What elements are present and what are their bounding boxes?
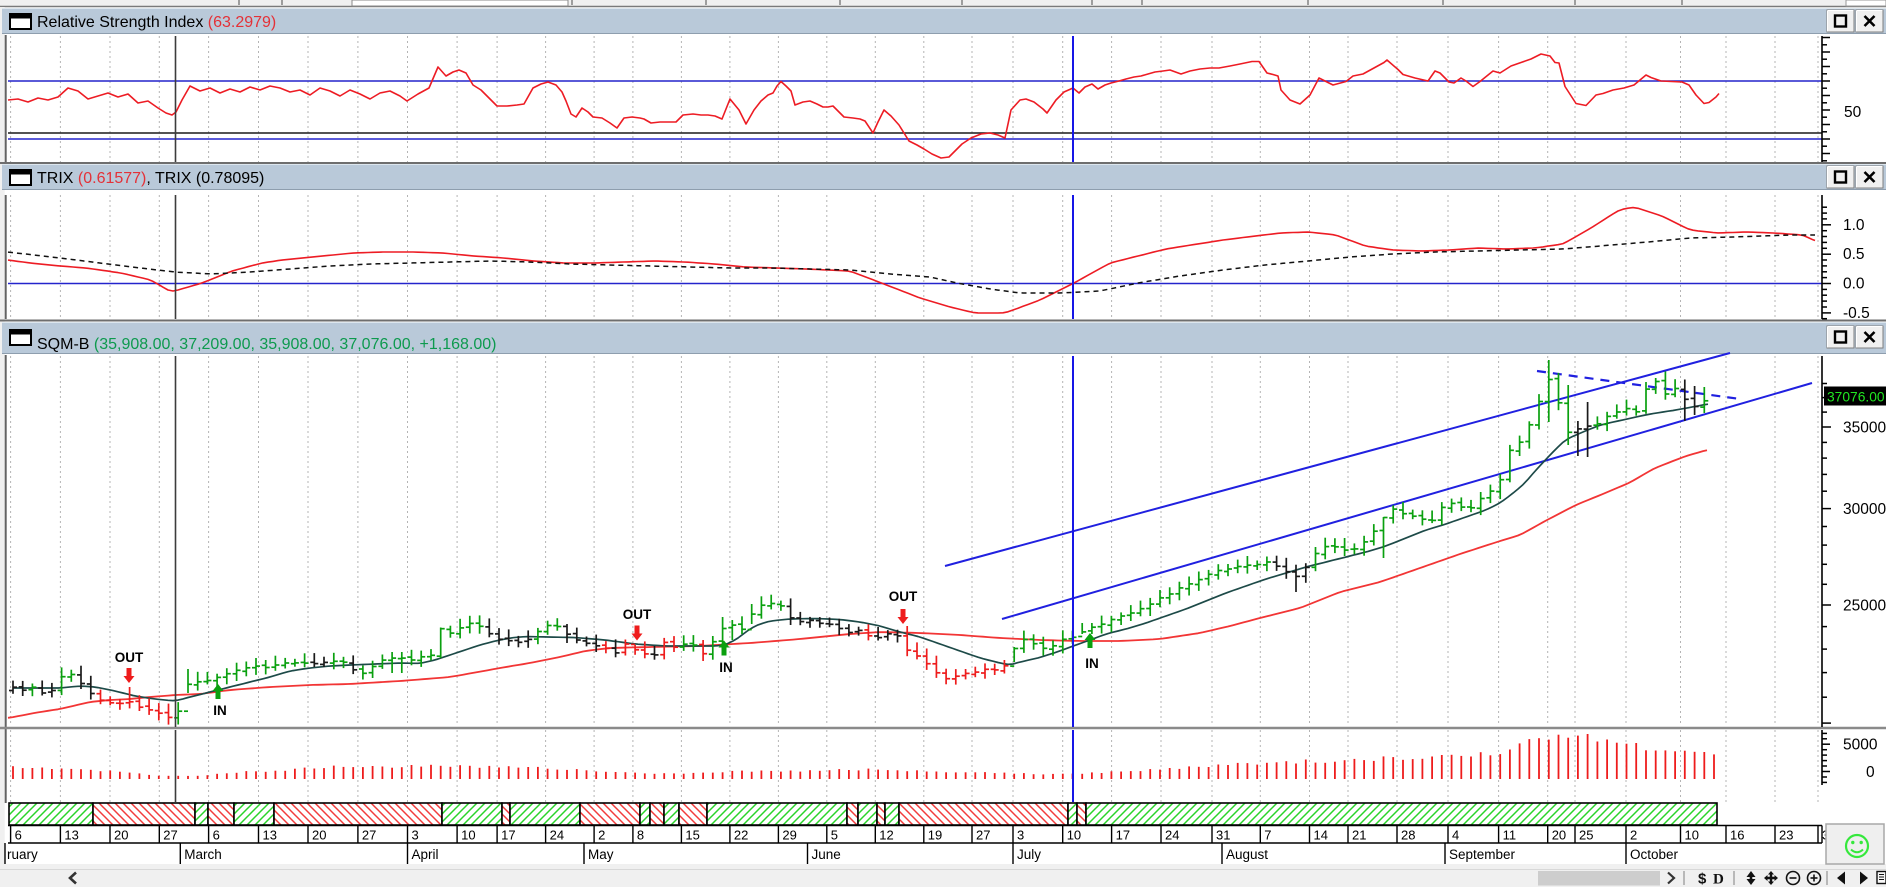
svg-text:7: 7 <box>1264 828 1271 843</box>
svg-text:6: 6 <box>213 828 220 843</box>
svg-text:35000: 35000 <box>1843 420 1886 437</box>
svg-text:22: 22 <box>734 828 748 843</box>
svg-text:0.5: 0.5 <box>1843 246 1865 263</box>
svg-text:11: 11 <box>1503 828 1517 843</box>
svg-text:D: D <box>1713 872 1724 887</box>
svg-text:IN: IN <box>719 660 733 675</box>
svg-text:17: 17 <box>1116 828 1130 843</box>
svg-text:0.0: 0.0 <box>1843 276 1865 293</box>
svg-text:21: 21 <box>1352 828 1366 843</box>
svg-text:31: 31 <box>1216 828 1230 843</box>
svg-text:23: 23 <box>1779 828 1793 843</box>
svg-text:April: April <box>412 847 439 862</box>
svg-text:20: 20 <box>312 828 326 843</box>
svg-text:6: 6 <box>15 828 22 843</box>
svg-text:20: 20 <box>114 828 128 843</box>
svg-text:OUT: OUT <box>889 589 918 604</box>
svg-text:37076.00: 37076.00 <box>1827 390 1885 405</box>
svg-text:$: $ <box>1698 871 1707 887</box>
svg-text:25: 25 <box>1579 828 1593 843</box>
svg-text:27: 27 <box>976 828 990 843</box>
svg-text:1.0: 1.0 <box>1843 217 1865 234</box>
svg-text:5000: 5000 <box>1843 737 1878 754</box>
svg-text:5: 5 <box>831 828 838 843</box>
svg-text:September: September <box>1449 847 1516 862</box>
svg-text:28: 28 <box>1401 828 1415 843</box>
svg-text:13: 13 <box>263 828 277 843</box>
svg-text:17: 17 <box>501 828 515 843</box>
svg-text:IN: IN <box>213 703 227 718</box>
svg-text:13: 13 <box>64 828 78 843</box>
svg-text:2: 2 <box>598 828 605 843</box>
svg-text:24: 24 <box>550 828 564 843</box>
svg-text:March: March <box>184 847 222 862</box>
svg-text:27: 27 <box>362 828 376 843</box>
svg-text:ruary: ruary <box>7 847 38 862</box>
svg-text:0: 0 <box>1866 764 1875 781</box>
svg-text:25000: 25000 <box>1843 598 1886 615</box>
svg-text:20: 20 <box>1552 828 1566 843</box>
svg-text:14: 14 <box>1314 828 1328 843</box>
svg-text:IN: IN <box>1085 656 1099 671</box>
svg-text:29: 29 <box>782 828 796 843</box>
svg-text:10: 10 <box>461 828 475 843</box>
svg-text:OUT: OUT <box>115 650 144 665</box>
svg-text:27: 27 <box>163 828 177 843</box>
svg-text:October: October <box>1630 847 1679 862</box>
svg-text:16: 16 <box>1730 828 1744 843</box>
svg-text:August: August <box>1226 847 1268 862</box>
svg-text:July: July <box>1017 847 1041 862</box>
svg-text:TRIX (0.61577), TRIX (0.78095): TRIX (0.61577), TRIX (0.78095) <box>37 170 264 187</box>
svg-text:OUT: OUT <box>623 607 652 622</box>
svg-text:8: 8 <box>637 828 644 843</box>
svg-text:50: 50 <box>1844 104 1862 121</box>
svg-text:SQM-B (35,908.00, 37,209.00, 3: SQM-B (35,908.00, 37,209.00, 35,908.00, … <box>37 336 496 353</box>
svg-text:2: 2 <box>1630 828 1637 843</box>
svg-text:10: 10 <box>1685 828 1699 843</box>
svg-text:3: 3 <box>1017 828 1024 843</box>
svg-text:3: 3 <box>412 828 419 843</box>
svg-text:4: 4 <box>1452 828 1459 843</box>
svg-text:24: 24 <box>1165 828 1179 843</box>
svg-text:19: 19 <box>928 828 942 843</box>
svg-text:June: June <box>812 847 841 862</box>
svg-text:12: 12 <box>879 828 893 843</box>
svg-text:10: 10 <box>1067 828 1081 843</box>
svg-text:Relative Strength Index (63.29: Relative Strength Index (63.2979) <box>37 14 276 31</box>
svg-text:30000: 30000 <box>1843 501 1886 518</box>
svg-text:-0.5: -0.5 <box>1843 305 1870 322</box>
svg-text:15: 15 <box>685 828 699 843</box>
svg-text:May: May <box>588 847 614 862</box>
